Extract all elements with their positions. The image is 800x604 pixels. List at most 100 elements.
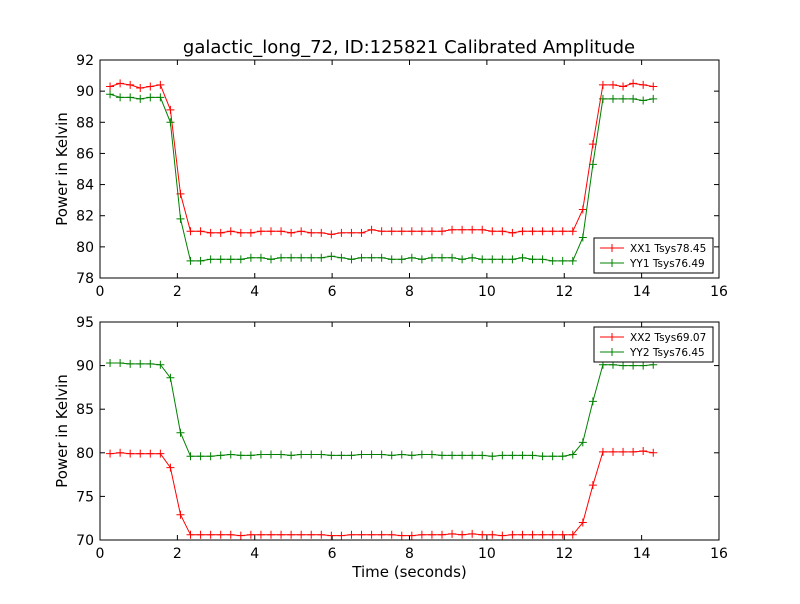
data-point: [106, 90, 115, 99]
data-point: [156, 93, 165, 102]
x-tick-label: 6: [328, 546, 337, 562]
data-point: [578, 438, 587, 447]
data-point: [528, 451, 537, 460]
legend-marker: [608, 244, 616, 252]
x-tick-label: 6: [328, 284, 337, 300]
data-point: [608, 94, 617, 103]
data-point: [226, 255, 235, 264]
data-point: [156, 360, 165, 369]
data-point: [216, 451, 225, 460]
data-point: [297, 450, 306, 459]
data-point: [568, 227, 577, 236]
x-tick-label: 4: [250, 284, 259, 300]
chart-title: galactic_long_72, ID:125821 Calibrated A…: [183, 37, 635, 58]
x-tick-label: 16: [710, 284, 728, 300]
data-point: [468, 253, 477, 262]
data-point: [297, 227, 306, 236]
data-point: [196, 530, 205, 539]
data-point: [649, 448, 658, 457]
data-point: [287, 253, 296, 262]
data-point: [407, 227, 416, 236]
data-point: [277, 530, 286, 539]
data-point: [427, 530, 436, 539]
data-point: [588, 160, 597, 169]
data-point: [266, 450, 275, 459]
data-point: [256, 227, 265, 236]
data-point: [387, 227, 396, 236]
data-point: [256, 450, 265, 459]
data-point: [337, 228, 346, 237]
data-point: [478, 225, 487, 234]
data-point: [387, 451, 396, 460]
data-point: [337, 531, 346, 540]
data-point: [236, 228, 245, 237]
data-point: [206, 255, 215, 264]
data-point: [106, 358, 115, 367]
data-point: [166, 105, 175, 114]
data-point: [246, 253, 255, 262]
data-point: [427, 227, 436, 236]
x-tick-label: 16: [710, 546, 728, 562]
x-tick-label: 2: [173, 546, 182, 562]
data-point: [548, 227, 557, 236]
data-point: [297, 253, 306, 262]
data-point: [538, 530, 547, 539]
data-point: [377, 253, 386, 262]
data-point: [508, 530, 517, 539]
y-tick-label: 95: [76, 315, 94, 331]
data-point: [226, 227, 235, 236]
data-point: [588, 397, 597, 406]
data-point: [407, 531, 416, 540]
data-point: [488, 255, 497, 264]
data-point: [297, 530, 306, 539]
data-point: [488, 452, 497, 461]
data-point: [146, 449, 155, 458]
data-point: [116, 358, 125, 367]
legend-label: XX1 Tsys78.45: [630, 243, 706, 255]
data-point: [548, 530, 557, 539]
data-point: [347, 255, 356, 264]
data-point: [216, 228, 225, 237]
data-point: [136, 84, 145, 93]
data-point: [317, 450, 326, 459]
x-tick-label: 2: [173, 284, 182, 300]
data-point: [136, 449, 145, 458]
data-point: [588, 481, 597, 490]
data-point: [448, 253, 457, 262]
x-tick-label: 10: [478, 546, 496, 562]
y-tick-label: 80: [76, 446, 94, 462]
data-point: [629, 447, 638, 456]
data-point: [256, 530, 265, 539]
data-point: [116, 448, 125, 457]
data-point: [619, 361, 628, 370]
data-point: [478, 451, 487, 460]
data-point: [277, 253, 286, 262]
data-point: [427, 450, 436, 459]
data-point: [639, 447, 648, 456]
data-point: [347, 228, 356, 237]
data-point: [206, 452, 215, 461]
y-tick-label: 75: [76, 489, 94, 505]
data-point: [116, 93, 125, 102]
data-point: [508, 228, 517, 237]
data-point: [578, 518, 587, 527]
y-tick-label: 92: [76, 53, 94, 69]
data-point: [277, 227, 286, 236]
data-point: [448, 225, 457, 234]
data-point: [468, 225, 477, 234]
data-point: [176, 510, 185, 519]
legend-marker: [608, 348, 616, 356]
data-point: [397, 450, 406, 459]
data-point: [558, 256, 567, 265]
data-point: [558, 530, 567, 539]
data-point: [619, 82, 628, 91]
y-tick-label: 70: [76, 533, 94, 549]
data-point: [407, 451, 416, 460]
data-point: [639, 80, 648, 89]
data-point: [377, 530, 386, 539]
data-point: [226, 530, 235, 539]
data-point: [649, 94, 658, 103]
data-point: [427, 253, 436, 262]
y-tick-label: 85: [76, 402, 94, 418]
